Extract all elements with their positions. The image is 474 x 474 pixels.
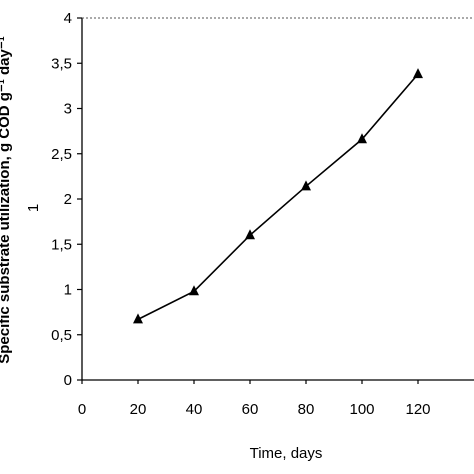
x-tick-label: 80 (298, 401, 315, 418)
series-group (133, 68, 423, 324)
data-point-triangle (133, 313, 143, 324)
x-tick-label: 0 (78, 401, 86, 418)
data-point-triangle (301, 180, 311, 191)
data-point-triangle (413, 68, 423, 79)
x-tick-label: 40 (186, 401, 203, 418)
x-tick-label: 60 (242, 401, 259, 418)
y-tick-label: 0 (64, 372, 72, 389)
y-axis-label: Specific substrate utilization, g COD g⁻… (0, 36, 13, 364)
data-point-triangle (357, 133, 367, 144)
y-tick-label: 2 (64, 191, 72, 208)
y-tick-label: 4 (64, 10, 72, 27)
y-tick-label: 3 (64, 101, 72, 118)
x-axis-ticks: 0 20 40 60 80 100 120 (78, 380, 431, 418)
y-axis-ticks: 0 0,5 1 1,5 2 2,5 3 3,5 4 (51, 10, 82, 389)
plot-frame (81, 17, 474, 381)
y-tick-label: 1 (64, 282, 72, 299)
series-line (137, 73, 419, 321)
x-tick-label: 120 (405, 401, 430, 418)
y-tick-label: 1,5 (51, 236, 72, 253)
x-tick-label: 20 (130, 401, 147, 418)
x-tick-label: 100 (349, 401, 374, 418)
x-axis-label: Time, days (250, 445, 323, 462)
y-tick-label: 0,5 (51, 327, 72, 344)
data-point-triangle (245, 229, 255, 240)
y-tick-label: 3,5 (51, 55, 72, 72)
y-tick-label: 2,5 (51, 146, 72, 163)
y-axis-label-subscript: 1 (25, 204, 42, 212)
data-point-triangle (189, 285, 199, 296)
